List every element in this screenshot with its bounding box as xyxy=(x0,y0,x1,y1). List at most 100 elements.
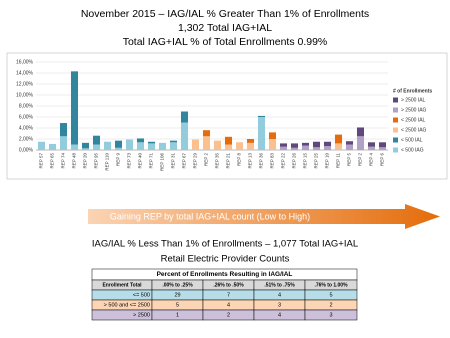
bar-segment xyxy=(345,141,354,145)
x-tick-label: REP 11 xyxy=(336,153,341,169)
y-tick-label: 8,00% xyxy=(19,103,34,109)
bar-segment xyxy=(323,141,332,147)
bar-segment xyxy=(147,141,156,144)
x-tick-label: REP 20 xyxy=(83,153,88,169)
x-tick-label: REP 106 xyxy=(160,153,165,171)
y-tick-label: 0,00% xyxy=(19,147,34,153)
table-cell-text: > 2500 xyxy=(133,312,150,318)
bar-segment xyxy=(59,136,68,150)
bar-segment xyxy=(114,147,123,150)
bar-segment xyxy=(268,139,277,150)
x-tick-label: REP 95 xyxy=(94,153,99,169)
legend-label: < 500 IAL xyxy=(401,137,423,143)
bar-segment xyxy=(301,145,310,150)
banner-text: Gaining REP by total IAG+IAL count (Low … xyxy=(110,211,310,221)
table-header: .00% to .25% xyxy=(162,282,193,288)
legend-swatch xyxy=(393,97,398,103)
bar-segment xyxy=(235,142,244,150)
legend-swatch xyxy=(393,127,398,133)
bar-segment xyxy=(48,143,57,150)
y-tick-label: 12,00% xyxy=(16,81,34,87)
y-tick-label: 16,00% xyxy=(16,59,34,65)
x-tick-label: REP 31 xyxy=(171,153,176,169)
table-cell-text: 7 xyxy=(227,292,230,298)
bar-segment xyxy=(158,142,167,150)
bar-segment xyxy=(202,136,211,150)
bar-segment xyxy=(290,143,299,148)
bar-segment xyxy=(169,142,178,150)
bar-segment xyxy=(334,143,343,150)
bar-segment xyxy=(356,136,365,150)
bar-segment xyxy=(213,140,222,150)
legend-label: < 2500 IAG xyxy=(401,127,427,133)
bar-segment xyxy=(81,142,90,149)
x-tick-label: REP 67 xyxy=(182,153,187,169)
legend-swatch xyxy=(393,147,398,153)
table-cell-text: > 500 and <= 2500 xyxy=(104,302,150,308)
x-tick-label: REP 8 xyxy=(237,153,242,166)
table-cell-text: 4 xyxy=(227,302,230,308)
x-tick-label: REP 36 xyxy=(259,153,264,169)
legend-swatch xyxy=(393,117,398,123)
x-tick-label: REP 13 xyxy=(248,153,253,169)
x-tick-label: REP 65 xyxy=(50,153,55,169)
x-tick-label: REP 48 xyxy=(72,153,77,169)
bar-segment xyxy=(92,135,101,145)
bar-segment xyxy=(356,127,365,137)
x-tick-label: REP 2 xyxy=(358,153,363,166)
x-tick-label: REP 40 xyxy=(138,153,143,169)
x-tick-label: REP 83 xyxy=(270,153,275,169)
bar-segment xyxy=(301,142,310,146)
bar-segment xyxy=(136,142,145,150)
x-tick-label: REP 73 xyxy=(127,153,132,169)
chart-frame xyxy=(6,52,448,180)
x-tick-label: REP 2 xyxy=(204,153,209,166)
table-cell-text: <= 500 xyxy=(133,292,150,298)
chart-title: November 2015 – IAG/IAL % Greater Than 1… xyxy=(81,8,369,20)
legend-label: > 2500 IAG xyxy=(401,107,427,113)
table-cell-text: 2 xyxy=(329,302,332,308)
table-cell-text: 1 xyxy=(176,312,179,318)
x-tick-label: REP 21 xyxy=(226,153,231,169)
table-cell-text: 5 xyxy=(176,302,179,308)
y-tick-label: 2,00% xyxy=(19,136,34,142)
table-cell-text: 29 xyxy=(174,292,180,298)
bar-segment xyxy=(345,144,354,150)
bar-segment xyxy=(59,123,68,137)
x-tick-label: REP 74 xyxy=(61,153,66,169)
x-tick-label: REP 110 xyxy=(105,153,110,171)
bar-segment xyxy=(224,136,233,145)
legend-label: > 2500 IAL xyxy=(401,97,426,103)
legend-title: # of Enrollments xyxy=(393,88,432,94)
bar-segment xyxy=(312,141,321,148)
bar-segment xyxy=(70,144,79,150)
bar-segment xyxy=(378,147,387,150)
bar-segment xyxy=(103,141,112,150)
bar-segment xyxy=(70,71,79,145)
chart-subtitle: Total IAG+IAL % of Total Enrollments 0.9… xyxy=(123,36,328,48)
x-tick-label: REP 5 xyxy=(347,153,352,166)
y-tick-label: 14,00% xyxy=(16,70,34,76)
bar-segment xyxy=(147,143,156,150)
legend-label: < 500 IAG xyxy=(401,147,424,153)
bar-segment xyxy=(323,146,332,150)
bar-segment xyxy=(257,115,266,117)
section-title: IAG/IAL % Less Than 1% of Enrollments – … xyxy=(92,239,358,250)
x-tick-label: REP 25 xyxy=(314,153,319,169)
x-tick-label: REP 35 xyxy=(215,153,220,169)
bar-segment xyxy=(114,140,123,148)
bar-segment xyxy=(191,139,200,150)
bar-segment xyxy=(125,139,134,150)
table-header: Enrollment Total xyxy=(102,282,142,288)
table-cell-text: 2 xyxy=(227,312,230,318)
bar-segment xyxy=(136,138,145,143)
bar-segment xyxy=(279,146,288,150)
bar-segment xyxy=(367,142,376,147)
x-tick-label: REP 10 xyxy=(325,153,330,169)
bar-segment xyxy=(180,111,189,123)
x-tick-label: REP 57 xyxy=(39,153,44,169)
table-cell xyxy=(304,309,358,321)
chart-subtitle: 1,302 Total IAG+IAL xyxy=(178,22,272,34)
table-cell-text: 4 xyxy=(278,292,281,298)
